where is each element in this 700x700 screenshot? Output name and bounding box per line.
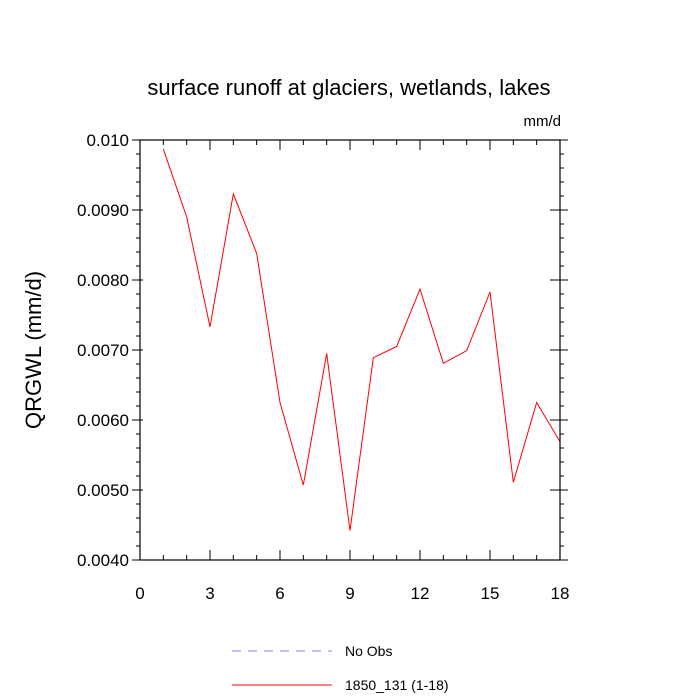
x-tick-label: 0	[135, 584, 144, 603]
axis-tick-labels: 0 3 6 9 12 15 18 0.0040 0.0050 0.0060 0.0070 0.0080…	[77, 131, 569, 603]
y-tick-label: 0.0050	[77, 481, 129, 500]
chart-title: surface runoff at glaciers, wetlands, la…	[147, 75, 550, 100]
y-tick-label: 0.0070	[77, 341, 129, 360]
x-tick-label: 3	[205, 584, 214, 603]
legend-label: No Obs	[345, 643, 392, 659]
x-tick-label: 15	[481, 584, 500, 603]
series-line-0	[162, 148, 561, 531]
legend: No Obs 1850_131 (1-18)	[232, 643, 449, 693]
legend-label: 1850_131 (1-18)	[345, 677, 449, 693]
y-axis-label: QRGWL (mm/d)	[21, 271, 46, 429]
y-tick-label: 0.0060	[77, 411, 129, 430]
x-tick-label: 18	[551, 584, 570, 603]
units-label: mm/d	[524, 113, 562, 130]
y-tick-label: 0.010	[86, 131, 129, 150]
x-tick-label: 6	[275, 584, 284, 603]
y-tick-label: 0.0040	[77, 551, 129, 570]
axis-ticks	[132, 139, 568, 561]
series-layer	[162, 148, 561, 531]
y-tick-label: 0.0080	[77, 271, 129, 290]
plot-frame	[139, 139, 561, 561]
x-tick-label: 12	[411, 584, 430, 603]
y-tick-label: 0.0090	[77, 201, 129, 220]
x-tick-label: 9	[345, 584, 354, 603]
